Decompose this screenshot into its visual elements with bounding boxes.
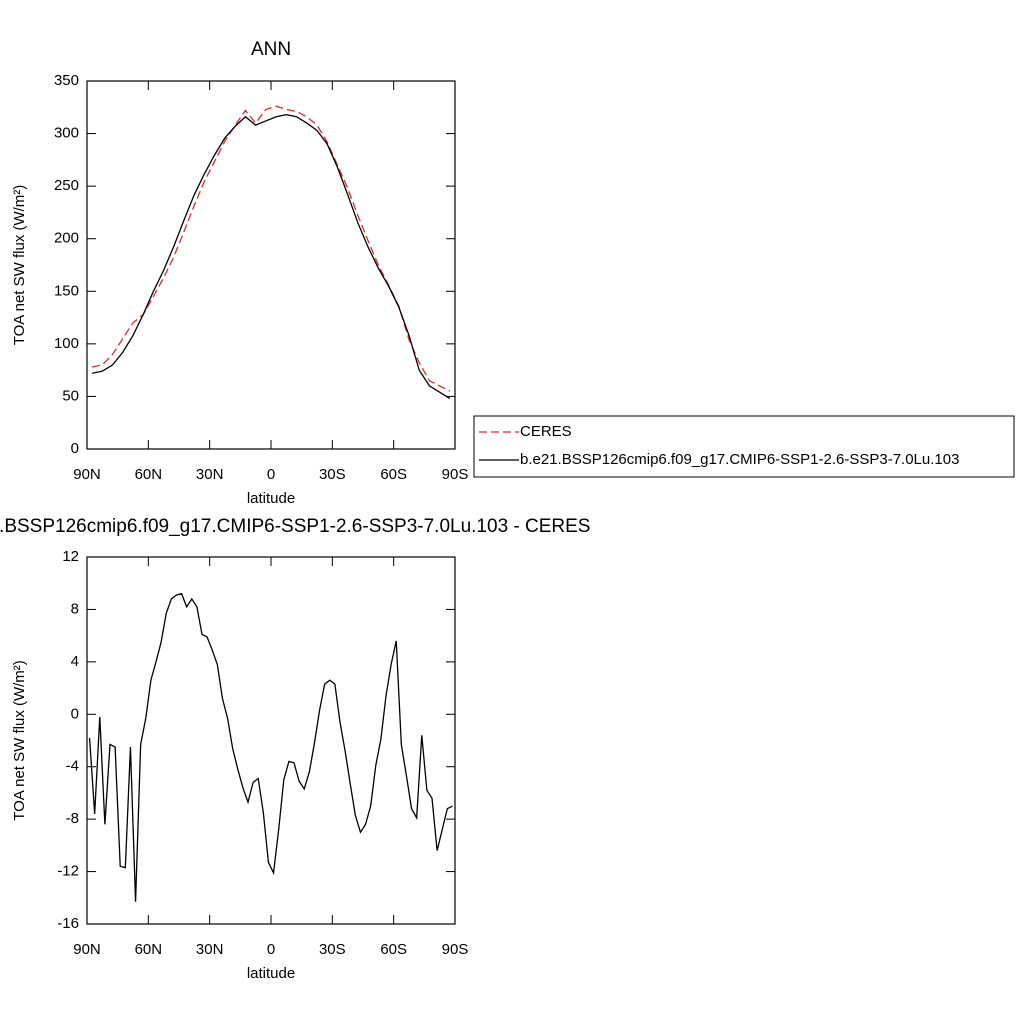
- y-tick-label: 300: [54, 125, 79, 142]
- y-tick-label: -8: [66, 810, 79, 827]
- data-line: [91, 105, 451, 392]
- y-tick-label: 0: [71, 705, 79, 722]
- x-tick-label: 60N: [135, 941, 163, 958]
- legend-label: b.e21.BSSP126cmip6.f09_g17.CMIP6-SSP1-2.…: [520, 451, 959, 468]
- x-tick-label: 90N: [73, 941, 101, 958]
- x-tick-label: 60S: [380, 941, 407, 958]
- y-axis-label: TOA net SW flux (W/m²): [11, 660, 28, 821]
- y-tick-label: 12: [62, 548, 79, 565]
- chart-title: ANN: [251, 39, 291, 60]
- legend-box: [473, 415, 1015, 478]
- x-tick-label: 60S: [380, 466, 407, 483]
- y-tick-label: 4: [71, 653, 79, 670]
- data-line: [91, 113, 451, 400]
- y-tick-label: 200: [54, 230, 79, 247]
- y-tick-label: 150: [54, 282, 79, 299]
- x-tick-label: 30S: [319, 466, 346, 483]
- x-axis-label: latitude: [247, 965, 295, 982]
- y-tick-label: 350: [54, 72, 79, 89]
- chart-title: b.e21.BSSP126cmip6.f09_g17.CMIP6-SSP1-2.…: [0, 516, 590, 537]
- y-tick-label: -16: [57, 915, 79, 932]
- x-tick-label: 30S: [319, 941, 346, 958]
- y-tick-label: 8: [71, 600, 79, 617]
- y-tick-label: -12: [57, 863, 79, 880]
- x-tick-label: 90S: [442, 466, 469, 483]
- plot-frame: [86, 80, 456, 450]
- x-tick-label: 90S: [442, 941, 469, 958]
- x-tick-label: 0: [267, 466, 275, 483]
- y-axis-label: TOA net SW flux (W/m²): [11, 185, 28, 346]
- y-tick-label: -4: [66, 758, 79, 775]
- x-tick-label: 90N: [73, 466, 101, 483]
- y-tick-label: 0: [71, 440, 79, 457]
- x-tick-label: 30N: [196, 466, 224, 483]
- x-tick-label: 0: [267, 941, 275, 958]
- data-line: [88, 592, 453, 902]
- x-tick-label: 60N: [135, 466, 163, 483]
- y-tick-label: 250: [54, 177, 79, 194]
- y-tick-label: 100: [54, 335, 79, 352]
- x-axis-label: latitude: [247, 490, 295, 507]
- plot-frame: [86, 556, 456, 925]
- legend-label: CERES: [520, 423, 572, 440]
- x-tick-label: 30N: [196, 941, 224, 958]
- y-tick-label: 50: [62, 387, 79, 404]
